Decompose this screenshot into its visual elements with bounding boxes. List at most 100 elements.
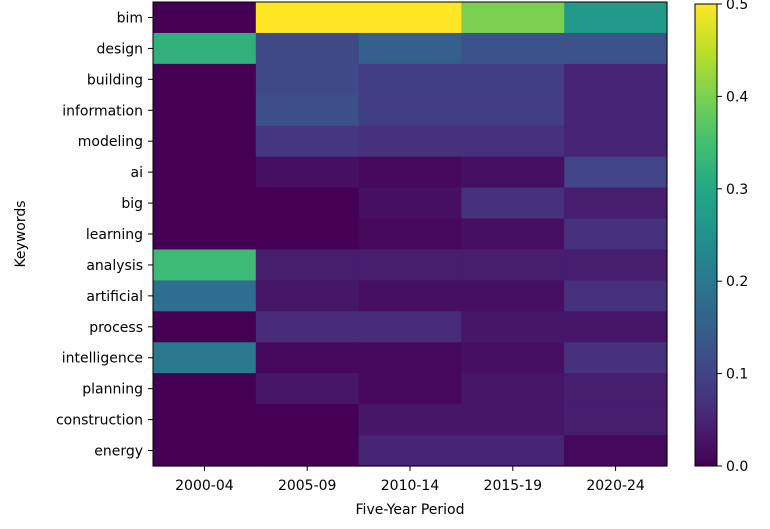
heatmap-cell-analysis-2020-24 bbox=[564, 249, 668, 281]
heatmap-cell-modeling-2010-14 bbox=[358, 125, 462, 158]
heatmap-cell-information-2015-19 bbox=[461, 94, 565, 127]
heatmap-cell-process-2005-09 bbox=[255, 311, 360, 343]
heatmap-cell-building-2020-24 bbox=[564, 63, 668, 96]
heatmap-cell-information-2000-04 bbox=[153, 94, 257, 127]
heatmap-cell-artificial-2020-24 bbox=[564, 280, 668, 312]
heatmap-cell-bim-2005-09 bbox=[255, 2, 360, 34]
colorbar-ticks: 0.0 0.1 0.2 0.3 0.4 0.5 bbox=[717, 0, 748, 475]
heatmap-cell-construction-2010-14 bbox=[358, 404, 462, 436]
heatmap-cell-information-2005-09 bbox=[255, 94, 360, 127]
heatmap-cell-construction-2020-24 bbox=[564, 404, 668, 436]
y-tick-label-information: information bbox=[62, 103, 143, 119]
heatmap-cell-intelligence-2020-24 bbox=[564, 342, 668, 374]
colorbar bbox=[694, 3, 718, 467]
heatmap-cell-analysis-2000-04 bbox=[153, 249, 257, 281]
x-tick-label-2010-14: 2010-14 bbox=[381, 478, 440, 494]
heatmap-cell-modeling-2000-04 bbox=[153, 125, 257, 158]
heatmap-cell-energy-2015-19 bbox=[461, 435, 565, 467]
heatmap-cell-design-2000-04 bbox=[153, 32, 257, 65]
heatmap-cell-process-2000-04 bbox=[153, 311, 257, 343]
x-axis: 2000-04 2005-09 2010-14 2015-19 2020-24 bbox=[175, 466, 645, 494]
heatmap-cell-design-2005-09 bbox=[255, 32, 360, 65]
y-tick-label-process: process bbox=[89, 320, 143, 336]
colorbar-tick-label: 0.3 bbox=[726, 182, 748, 198]
heatmap-cell-learning-2000-04 bbox=[153, 218, 257, 251]
heatmap-cell-big-2020-24 bbox=[564, 187, 668, 220]
y-tick-label-ai: ai bbox=[131, 165, 143, 181]
heatmap-cell-analysis-2015-19 bbox=[461, 249, 565, 281]
heatmap-cell-ai-2005-09 bbox=[255, 156, 360, 189]
y-tick-label-modeling: modeling bbox=[78, 134, 143, 150]
colorbar-tick-label: 0.4 bbox=[726, 89, 748, 105]
heatmap-cell-design-2010-14 bbox=[358, 32, 462, 65]
y-tick-label-big: big bbox=[121, 196, 143, 212]
heatmap-cell-ai-2020-24 bbox=[564, 156, 668, 189]
y-tick-label-bim: bim bbox=[117, 10, 143, 26]
heatmap-cell-planning-2000-04 bbox=[153, 373, 257, 405]
heatmap-cell-artificial-2015-19 bbox=[461, 280, 565, 312]
heatmap-cell-ai-2000-04 bbox=[153, 156, 257, 189]
heatmap-cell-learning-2020-24 bbox=[564, 218, 668, 251]
heatmap-cell-modeling-2020-24 bbox=[564, 125, 668, 158]
heatmap-cell-analysis-2010-14 bbox=[358, 249, 462, 281]
heatmap-cell-bim-2000-04 bbox=[153, 2, 257, 34]
x-tick-label-2005-09: 2005-09 bbox=[278, 478, 337, 494]
heatmap-cell-bim-2020-24 bbox=[564, 2, 668, 34]
heatmap-cell-ai-2015-19 bbox=[461, 156, 565, 189]
heatmap-cells bbox=[153, 2, 668, 467]
heatmap-cell-artificial-2010-14 bbox=[358, 280, 462, 312]
y-tick-label-construction: construction bbox=[56, 413, 143, 429]
heatmap-cell-intelligence-2010-14 bbox=[358, 342, 462, 374]
heatmap-cell-bim-2010-14 bbox=[358, 2, 462, 34]
heatmap-cell-intelligence-2005-09 bbox=[255, 342, 360, 374]
heatmap-cell-intelligence-2015-19 bbox=[461, 342, 565, 374]
heatmap-cell-process-2010-14 bbox=[358, 311, 462, 343]
heatmap-cell-process-2015-19 bbox=[461, 311, 565, 343]
heatmap-cell-learning-2010-14 bbox=[358, 218, 462, 251]
heatmap-cell-learning-2015-19 bbox=[461, 218, 565, 251]
heatmap-cell-construction-2005-09 bbox=[255, 404, 360, 436]
heatmap-cell-building-2000-04 bbox=[153, 63, 257, 96]
heatmap-cell-construction-2015-19 bbox=[461, 404, 565, 436]
heatmap-cell-energy-2020-24 bbox=[564, 435, 668, 467]
heatmap-cell-building-2005-09 bbox=[255, 63, 360, 96]
y-tick-label-design: design bbox=[97, 41, 143, 57]
heatmap-cell-big-2015-19 bbox=[461, 187, 565, 220]
heatmap-cell-planning-2005-09 bbox=[255, 373, 360, 405]
heatmap-cell-process-2020-24 bbox=[564, 311, 668, 343]
colorbar-tick-label: 0.1 bbox=[726, 367, 748, 383]
y-tick-label-planning: planning bbox=[82, 382, 143, 398]
colorbar-tick-label: 0.0 bbox=[726, 459, 748, 475]
heatmap-cell-information-2010-14 bbox=[358, 94, 462, 127]
heatmap-cell-ai-2010-14 bbox=[358, 156, 462, 189]
heatmap-cell-planning-2010-14 bbox=[358, 373, 462, 405]
heatmap-cell-construction-2000-04 bbox=[153, 404, 257, 436]
y-tick-label-intelligence: intelligence bbox=[62, 351, 143, 367]
x-axis-label: Five-Year Period bbox=[356, 502, 465, 518]
heatmap-cell-big-2000-04 bbox=[153, 187, 257, 220]
x-tick-label-2000-04: 2000-04 bbox=[175, 478, 234, 494]
heatmap-cell-artificial-2000-04 bbox=[153, 280, 257, 312]
heatmap-cell-modeling-2005-09 bbox=[255, 125, 360, 158]
y-tick-label-energy: energy bbox=[94, 444, 143, 460]
heatmap-cell-learning-2005-09 bbox=[255, 218, 360, 251]
heatmap-cell-modeling-2015-19 bbox=[461, 125, 565, 158]
y-tick-label-analysis: analysis bbox=[86, 258, 143, 274]
x-tick-label-2015-19: 2015-19 bbox=[484, 478, 543, 494]
y-axis: bim design building information modeling ai bi… bbox=[56, 10, 153, 460]
heatmap-cell-information-2020-24 bbox=[564, 94, 668, 127]
heatmap-cell-bim-2015-19 bbox=[461, 2, 565, 34]
colorbar-tick-label: 0.2 bbox=[726, 274, 748, 290]
heatmap-cell-planning-2015-19 bbox=[461, 373, 565, 405]
heatmap-cell-design-2015-19 bbox=[461, 32, 565, 65]
heatmap-cell-energy-2005-09 bbox=[255, 435, 360, 467]
y-tick-label-learning: learning bbox=[86, 227, 143, 243]
y-tick-label-building: building bbox=[87, 72, 143, 88]
heatmap-cell-building-2015-19 bbox=[461, 63, 565, 96]
heatmap-cell-intelligence-2000-04 bbox=[153, 342, 257, 374]
heatmap-cell-energy-2000-04 bbox=[153, 435, 257, 467]
heatmap-cell-big-2010-14 bbox=[358, 187, 462, 220]
heatmap-cell-building-2010-14 bbox=[358, 63, 462, 96]
